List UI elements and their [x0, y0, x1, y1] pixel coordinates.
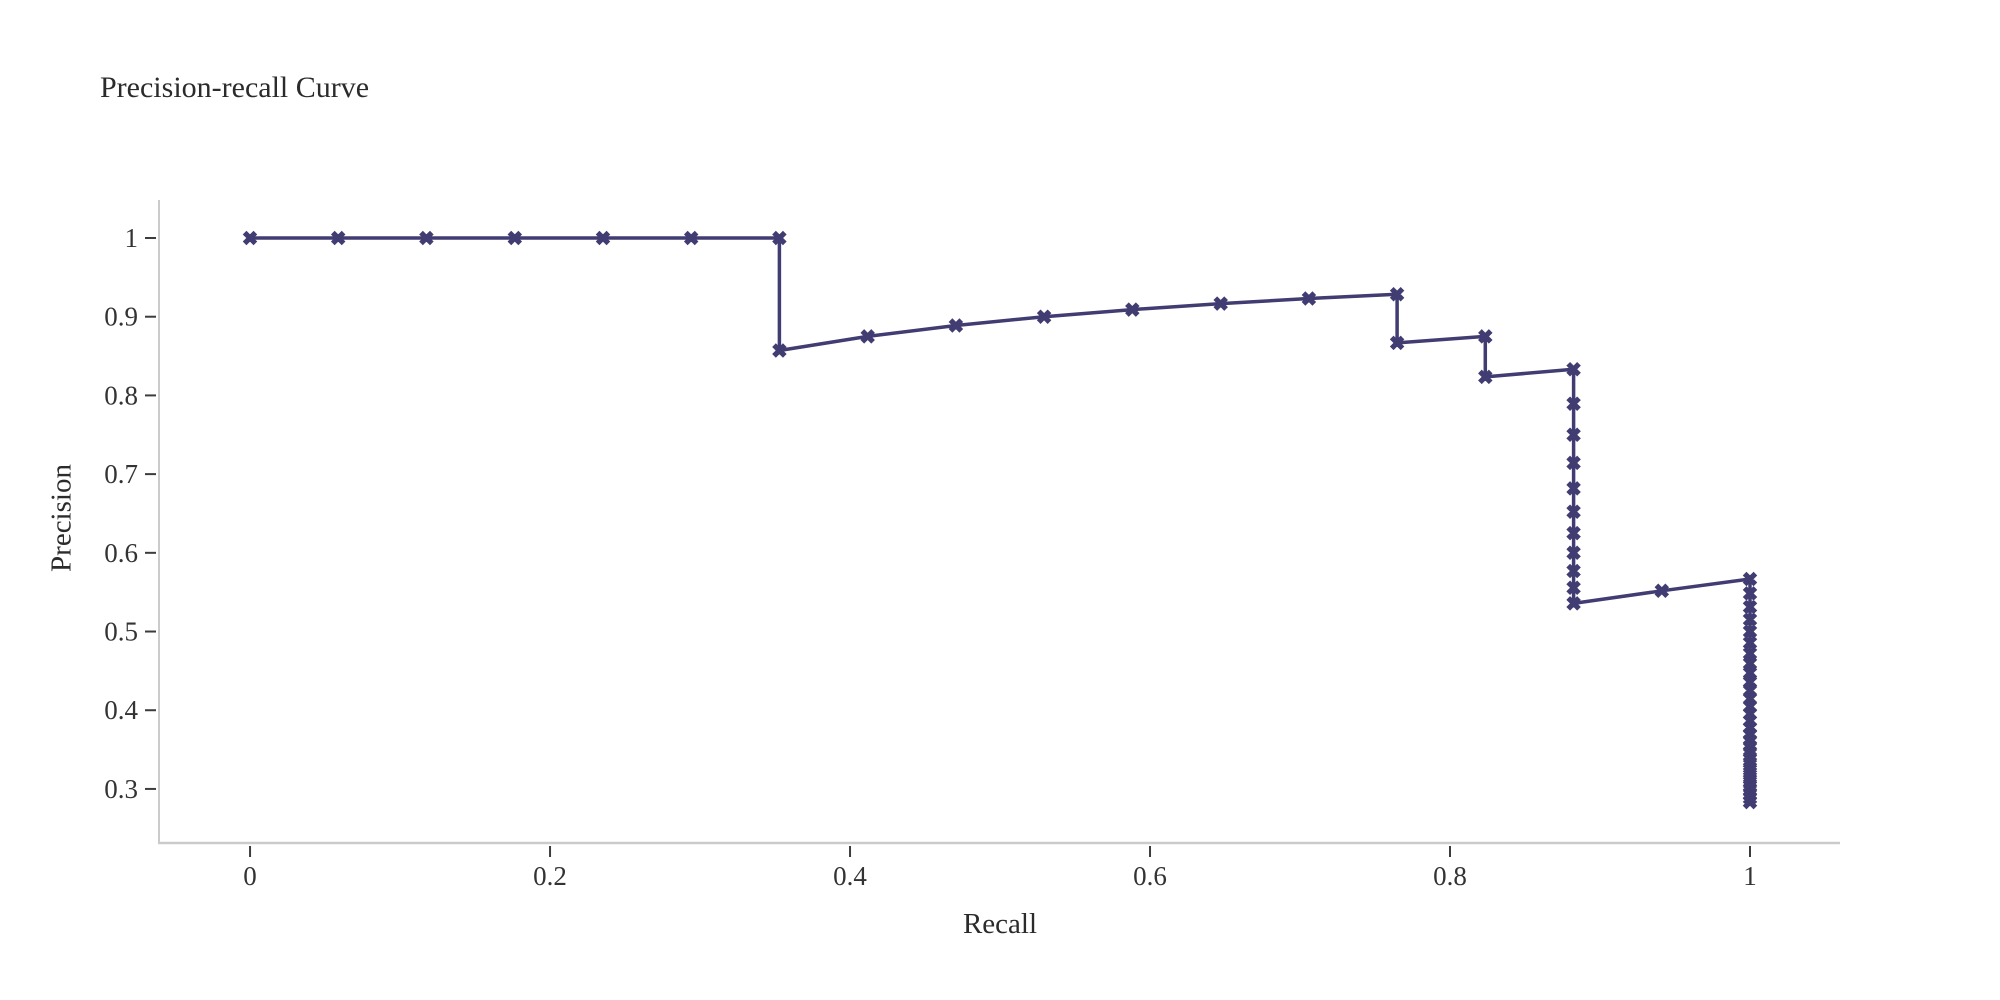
y-tick-label: 0.9 [104, 302, 138, 332]
data-point-markers [242, 230, 1758, 810]
x-tick-label: 0.6 [1133, 861, 1167, 891]
x-tick-label: 0.8 [1433, 861, 1467, 891]
y-tick-label: 0.4 [104, 695, 138, 725]
x-axis-title: Recall [962, 908, 1038, 940]
chart-title: Precision-recall Curve [100, 71, 370, 104]
x-tick-label: 1 [1743, 861, 1757, 891]
y-tick-label: 0.5 [104, 617, 138, 647]
y-axis-title: Precision [45, 464, 78, 572]
y-tick-label: 0.6 [104, 538, 138, 568]
pr-curve-line [250, 236, 1752, 803]
y-tick-label: 0.3 [104, 774, 138, 804]
y-tick-label: 0.8 [104, 380, 138, 410]
x-tick-label: 0 [243, 861, 257, 891]
x-tick-label: 0.4 [833, 861, 867, 891]
y-tick-label: 1 [125, 223, 139, 253]
y-tick-label: 0.7 [104, 459, 138, 489]
x-tick-label: 0.2 [533, 861, 567, 891]
